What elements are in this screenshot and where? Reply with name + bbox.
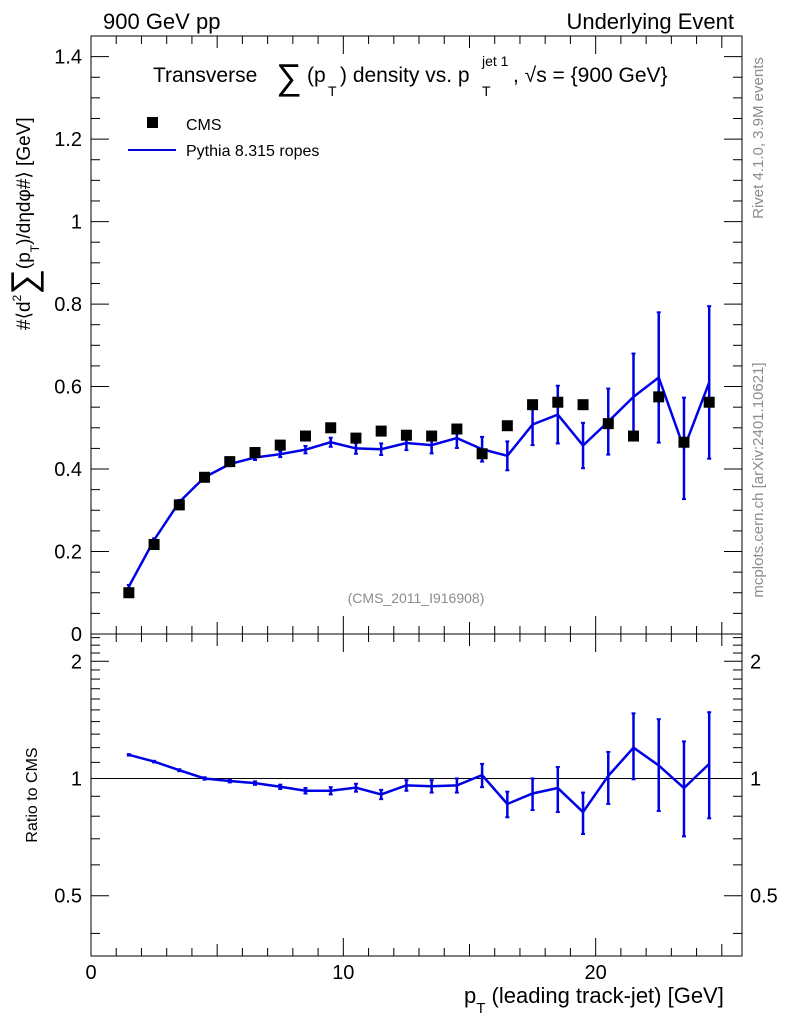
cms-data-point <box>527 399 539 411</box>
cms-data-point <box>350 432 362 444</box>
cms-data-point <box>400 429 412 441</box>
cms-data-point <box>653 391 665 403</box>
x-tick-label: 0 <box>85 962 96 984</box>
cms-data-point <box>123 587 135 599</box>
ratio-axis-ticks: 0 10 20 0.5 0.5 1 1 2 2 <box>54 634 778 984</box>
ratio-y-tick-label-right: 2 <box>750 651 761 673</box>
ratio-y-tick-label-right: 0.5 <box>750 886 778 908</box>
main-y-tick-label: 1.4 <box>54 47 82 69</box>
rivet-version-label: Rivet 4.1.0, 3.9M events <box>750 57 767 219</box>
legend-cms-marker <box>147 117 158 128</box>
ratio-line <box>128 745 711 814</box>
cms-data-point <box>501 420 513 432</box>
main-data-marks <box>123 305 715 599</box>
main-y-tick-label: 0.6 <box>54 377 82 399</box>
ratio-y-tick-label: 1 <box>71 768 82 790</box>
cms-data-point <box>703 396 715 408</box>
main-y-tick-label: 1 <box>71 212 82 234</box>
mcplots-credit-label: mcplots.cern.ch [arXiv:2401.10621] <box>750 362 767 597</box>
cms-data-point <box>199 471 211 483</box>
ratio-y-tick-label: 0.5 <box>54 886 82 908</box>
cms-data-point <box>426 430 438 442</box>
cms-data-point <box>375 425 387 437</box>
main-axis-ticks: 0 0.2 0.4 0.6 0.8 1 1.2 1.4 <box>54 36 742 646</box>
main-y-tick-label: 0 <box>71 624 82 646</box>
header-right: Underlying Event <box>566 9 734 34</box>
ratio-data-marks <box>91 711 742 838</box>
cms-data-point <box>678 436 690 448</box>
cms-data-point <box>249 447 261 459</box>
analysis-id-watermark: (CMS_2011_I916908) <box>348 590 485 606</box>
x-axis-label: pT (leading track-jet) [GeV] <box>464 983 724 1017</box>
cms-data-point <box>325 422 337 434</box>
ratio-y-axis-label: Ratio to CMS <box>24 747 41 842</box>
cms-data-point <box>274 439 286 451</box>
cms-data-point <box>299 430 311 442</box>
ratio-y-tick-label: 2 <box>71 651 82 673</box>
legend-cms-label: CMS <box>186 117 222 134</box>
cms-data-point <box>173 499 185 511</box>
cms-data-point <box>552 396 564 408</box>
x-tick-label: 10 <box>332 962 354 984</box>
cms-data-point <box>476 448 488 460</box>
ratio-y-tick-label-right: 1 <box>750 768 761 790</box>
main-y-tick-label: 0.2 <box>54 542 82 564</box>
cms-data-point <box>628 430 639 442</box>
header-left: 900 GeV pp <box>103 9 220 34</box>
cms-data-point <box>577 399 589 411</box>
cms-data-point <box>451 423 463 435</box>
cms-data-point <box>224 456 236 468</box>
x-tick-label: 20 <box>585 962 607 984</box>
main-y-tick-label: 1.2 <box>54 129 82 151</box>
cms-data-point <box>602 418 614 430</box>
ratio-panel-frame <box>90 633 743 957</box>
legend-pythia-label: Pythia 8.315 ropes <box>186 143 319 160</box>
main-y-tick-label: 0.8 <box>54 294 82 316</box>
chart-title: Transverse ∑ (p T ) density vs. p jet 1 … <box>153 48 668 101</box>
main-y-tick-label: 0.4 <box>54 459 82 481</box>
pythia-line <box>127 375 711 588</box>
cms-data-point <box>148 539 160 551</box>
main-y-axis-label: #⟨d2∑(pT)/dηdφ#⟩ [GeV] <box>3 117 44 330</box>
